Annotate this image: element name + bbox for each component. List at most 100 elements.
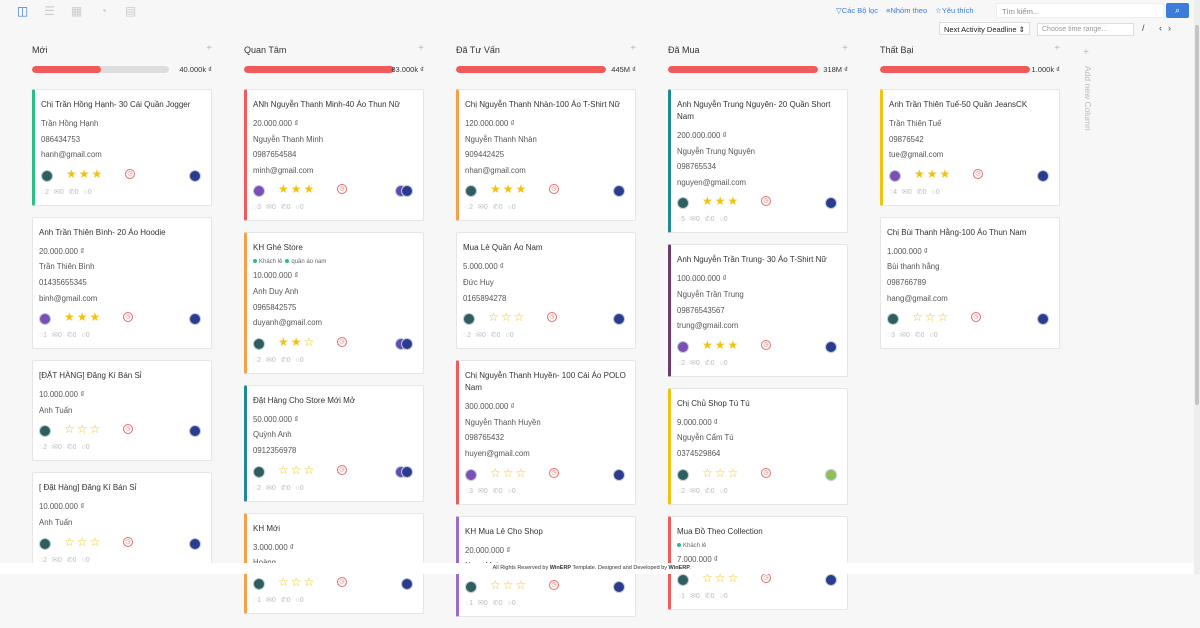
lead-card[interactable]: ANh Nguyễn Thanh Minh-40 Áo Thun Nữ 20.00… <box>244 89 424 222</box>
avatar[interactable] <box>39 425 51 438</box>
star-icon[interactable]: ★ <box>64 310 77 325</box>
search-input[interactable]: Tìm kiếm... <box>996 3 1164 18</box>
priority-stars[interactable]: ☆☆☆ <box>488 310 526 324</box>
time-range-input[interactable]: Choose time range... <box>1037 23 1134 36</box>
add-card-button[interactable]: + <box>206 43 212 54</box>
star-icon[interactable]: ★ <box>278 182 291 197</box>
star-icon[interactable]: ★ <box>702 194 715 209</box>
lead-card[interactable]: Anh Trần Thiên Bình- 20 Áo Hoodie 20.000.… <box>32 216 212 350</box>
scrollbar-thumb[interactable] <box>1195 25 1199 405</box>
priority-stars[interactable]: ★★★ <box>490 182 528 196</box>
avatar[interactable] <box>887 313 899 326</box>
star-icon[interactable]: ☆ <box>515 465 529 480</box>
star-icon[interactable]: ☆ <box>515 577 529 592</box>
clock-icon[interactable]: ◷ <box>549 467 559 478</box>
priority-stars[interactable]: ☆☆☆ <box>278 463 316 477</box>
priority-stars[interactable]: ☆☆☆ <box>490 578 528 592</box>
priority-stars[interactable]: ★★★ <box>64 310 102 324</box>
star-icon[interactable]: ☆ <box>278 462 291 477</box>
star-icon[interactable]: ☆ <box>937 310 951 325</box>
avatar[interactable] <box>39 537 51 550</box>
star-icon[interactable]: ★ <box>926 166 940 181</box>
avatar[interactable] <box>253 577 265 590</box>
clock-icon[interactable]: ◷ <box>549 579 559 590</box>
star-icon[interactable]: ☆ <box>490 577 503 592</box>
kanban-view-icon[interactable]: ◫ <box>16 4 29 18</box>
star-icon[interactable]: ☆ <box>513 310 527 325</box>
lead-card[interactable]: Chị Nguyễn Thanh Huyền- 100 Cái Áo POLO … <box>456 360 636 505</box>
star-icon[interactable]: ☆ <box>488 310 501 325</box>
lead-card[interactable]: Chị Bùi Thanh Hằng-100 Áo Thun Nam 1.000.… <box>880 216 1060 350</box>
search-button[interactable]: ⌕ <box>1166 3 1189 18</box>
avatar[interactable] <box>253 465 265 478</box>
lead-card[interactable]: Chị Chủ Shop Tú Tú 9.000.000 ₫ Nguyễn Cẩm … <box>668 387 848 505</box>
star-icon[interactable]: ☆ <box>924 310 938 325</box>
avatar[interactable] <box>677 574 689 587</box>
filters-button[interactable]: ▽Các Bộ lọc <box>836 6 878 15</box>
priority-stars[interactable]: ★★★ <box>278 182 316 196</box>
star-icon[interactable]: ☆ <box>76 534 90 549</box>
avatar[interactable] <box>463 313 475 326</box>
assignee-avatar[interactable] <box>1037 313 1049 326</box>
sort-select[interactable]: Next Activity Deadline ⇕ <box>939 22 1030 35</box>
clock-icon[interactable]: ◷ <box>761 339 771 350</box>
assignee-avatar[interactable] <box>613 185 625 198</box>
star-icon[interactable]: ☆ <box>714 465 728 480</box>
lead-card[interactable]: Đặt Hàng Cho Store Mới Mở 50.000.000 ₫ Quỳ… <box>244 384 424 502</box>
star-icon[interactable]: ☆ <box>727 465 741 480</box>
star-icon[interactable]: ★ <box>490 182 503 197</box>
clock-icon[interactable]: ◷ <box>337 184 347 195</box>
star-icon[interactable]: ★ <box>66 166 79 181</box>
clock-icon[interactable]: ◷ <box>337 464 347 475</box>
list-view-icon[interactable]: ☰ <box>44 4 55 18</box>
avatar[interactable] <box>41 169 53 182</box>
assignee-avatar[interactable] <box>189 425 201 438</box>
priority-stars[interactable]: ☆☆☆ <box>912 310 950 324</box>
assignee-avatar[interactable] <box>613 313 625 326</box>
priority-stars[interactable]: ★★★ <box>66 167 104 181</box>
avatar[interactable] <box>677 197 689 210</box>
star-icon[interactable]: ★ <box>914 166 927 181</box>
table-view-icon[interactable]: ▦ <box>70 4 83 18</box>
assignee-avatar[interactable] <box>825 574 837 587</box>
calendar-view-icon[interactable]: ▤ <box>124 4 137 18</box>
clock-icon[interactable]: ◷ <box>971 312 981 323</box>
avatar[interactable] <box>39 313 51 326</box>
clock-icon[interactable]: ◷ <box>761 467 771 478</box>
priority-stars[interactable]: ★★★ <box>914 167 952 181</box>
star-icon[interactable]: ★ <box>714 337 728 352</box>
chart-view-icon[interactable]: ◔ <box>99 4 108 18</box>
lead-card[interactable]: Chị Nguyễn Thanh Nhàn-100 Áo T-Shirt Nữ 1… <box>456 89 636 222</box>
assignee-avatar[interactable] <box>1037 169 1049 182</box>
clock-icon[interactable]: ◷ <box>123 312 133 323</box>
star-icon[interactable]: ★ <box>515 182 529 197</box>
assignee-avatar[interactable] <box>189 313 201 326</box>
star-icon[interactable]: ☆ <box>490 465 503 480</box>
priority-stars[interactable]: ★★★ <box>702 338 740 352</box>
star-icon[interactable]: ★ <box>727 337 741 352</box>
star-icon[interactable]: ☆ <box>500 310 514 325</box>
star-icon[interactable]: ★ <box>290 334 304 349</box>
add-card-button[interactable]: + <box>1054 43 1060 54</box>
star-icon[interactable]: ☆ <box>290 462 304 477</box>
lead-card[interactable]: Anh Trần Thiên Tuế-50 Quần JeansCK Trần T… <box>880 89 1060 206</box>
star-icon[interactable]: ☆ <box>502 465 516 480</box>
star-icon[interactable]: ★ <box>502 182 516 197</box>
clock-icon[interactable]: ◷ <box>761 573 771 584</box>
avatar[interactable] <box>889 169 901 182</box>
favorites-button[interactable]: ☆Yêu thích <box>935 6 973 15</box>
star-icon[interactable]: ★ <box>702 337 715 352</box>
prev-page-icon[interactable]: ‹ <box>1159 23 1169 33</box>
avatar[interactable] <box>465 468 477 481</box>
lead-card[interactable]: Mua Lẻ Quần Áo Nam 5.000.000 ₫ Đức Huy 0165… <box>456 232 636 350</box>
star-icon[interactable]: ☆ <box>303 462 317 477</box>
add-card-button[interactable]: + <box>630 43 636 54</box>
star-icon[interactable]: ☆ <box>502 577 516 592</box>
add-card-button[interactable]: + <box>842 43 848 54</box>
priority-stars[interactable]: ☆☆☆ <box>702 466 740 480</box>
assignee-avatar[interactable] <box>401 465 413 478</box>
avatar[interactable] <box>677 468 689 481</box>
lead-card[interactable]: Anh Nguyễn Trung Nguyên- 20 Quần Short N… <box>668 89 848 234</box>
star-icon[interactable]: ☆ <box>303 334 317 349</box>
lead-card[interactable]: [ĐẶT HÀNG] Đăng Kí Bán Sỉ 10.000.000 ₫ Anh… <box>32 360 212 462</box>
